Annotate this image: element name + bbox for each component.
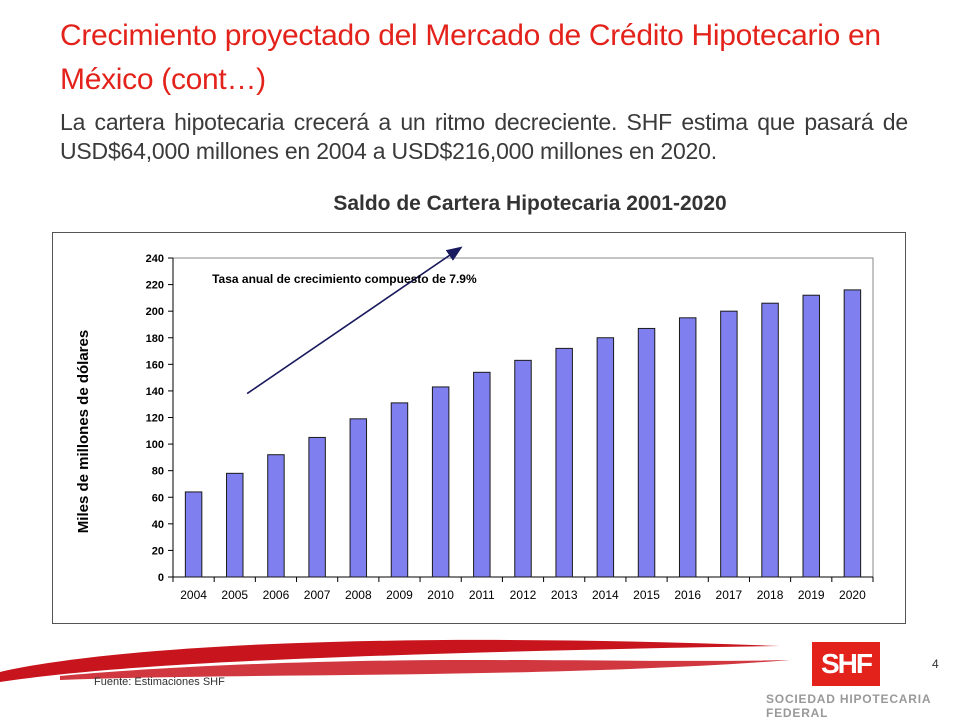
bar-2007 bbox=[308, 436, 326, 578]
x-tick-label: 2008 bbox=[345, 588, 372, 602]
x-tick-label: 2017 bbox=[716, 588, 743, 602]
chart-title: Saldo de Cartera Hipotecaria 2001-2020 bbox=[333, 192, 727, 215]
page-number: 4 bbox=[932, 657, 939, 671]
bar-2015 bbox=[637, 327, 656, 578]
bar-2005 bbox=[226, 472, 244, 578]
y-tick-label: 180 bbox=[146, 333, 164, 345]
brand-name: SOCIEDAD HIPOTECARIA FEDERAL bbox=[766, 692, 931, 720]
y-tick-label: 100 bbox=[146, 439, 164, 451]
x-tick-label: 2009 bbox=[386, 588, 413, 602]
bar-2006 bbox=[267, 454, 285, 578]
shf-logo: SHF bbox=[812, 642, 880, 686]
bar-2016 bbox=[678, 317, 697, 578]
red-swoosh-decoration bbox=[0, 639, 790, 682]
x-tick-label: 2004 bbox=[180, 588, 207, 602]
trend-arrow bbox=[246, 246, 463, 395]
bar-2019 bbox=[802, 294, 820, 578]
x-tick-label: 2006 bbox=[263, 588, 290, 602]
growth-annotation: Tasa anual de crecimiento compuesto de 7… bbox=[212, 272, 477, 286]
y-tick-label: 60 bbox=[152, 492, 164, 504]
slide-title: Crecimiento proyectado del Mercado de Cr… bbox=[60, 19, 881, 96]
y-tick-label: 140 bbox=[146, 386, 164, 398]
bar-2011 bbox=[473, 371, 491, 578]
bar-2018 bbox=[761, 302, 779, 578]
shf-logo-text: SHF bbox=[821, 648, 873, 679]
y-tick-label: 40 bbox=[152, 519, 164, 531]
bar-2009 bbox=[390, 402, 409, 578]
y-tick-label: 200 bbox=[146, 306, 164, 318]
y-tick-label: 160 bbox=[146, 359, 164, 371]
y-axis-label: Miles de millones de dólares bbox=[75, 330, 92, 533]
y-tick-label: 0 bbox=[158, 572, 164, 584]
body-text: La cartera hipotecaria crecerá a un ritm… bbox=[60, 109, 908, 164]
x-tick-label: 2007 bbox=[304, 588, 331, 602]
bar-2012 bbox=[514, 359, 532, 578]
bar-2010 bbox=[431, 386, 450, 578]
x-tick-label: 2018 bbox=[757, 588, 784, 602]
x-tick-label: 2012 bbox=[510, 588, 537, 602]
bar-2004 bbox=[184, 491, 203, 578]
x-tick-label: 2020 bbox=[839, 588, 866, 602]
chart-frame: 0 20 40 60 80 100 120 140 160 180 200 220 240 2004 200… bbox=[52, 232, 906, 624]
x-tick-label: 2015 bbox=[633, 588, 660, 602]
bar-chart: 0 20 40 60 80 100 120 140 160 180 200 220 240 2004 200… bbox=[75, 246, 874, 602]
bar-2008 bbox=[349, 418, 368, 578]
y-tick-label: 80 bbox=[152, 466, 164, 478]
bar-2014 bbox=[596, 337, 615, 578]
x-tick-label: 2014 bbox=[592, 588, 619, 602]
bar-2013 bbox=[555, 347, 573, 578]
x-tick-label: 2005 bbox=[221, 588, 248, 602]
x-tick-label: 2013 bbox=[551, 588, 578, 602]
x-tick-label: 2011 bbox=[469, 588, 495, 602]
source-note: Fuente: Estimaciones SHF bbox=[94, 676, 225, 688]
y-tick-label: 20 bbox=[152, 545, 164, 557]
x-tick-label: 2019 bbox=[798, 588, 825, 602]
y-tick-label: 240 bbox=[146, 253, 164, 265]
bar-2017 bbox=[720, 310, 738, 578]
x-tick-label: 2010 bbox=[427, 588, 454, 602]
x-tick-label: 2016 bbox=[674, 588, 701, 602]
y-tick-label: 220 bbox=[146, 280, 164, 292]
bar-2020 bbox=[843, 289, 862, 578]
y-tick-label: 120 bbox=[146, 413, 164, 425]
